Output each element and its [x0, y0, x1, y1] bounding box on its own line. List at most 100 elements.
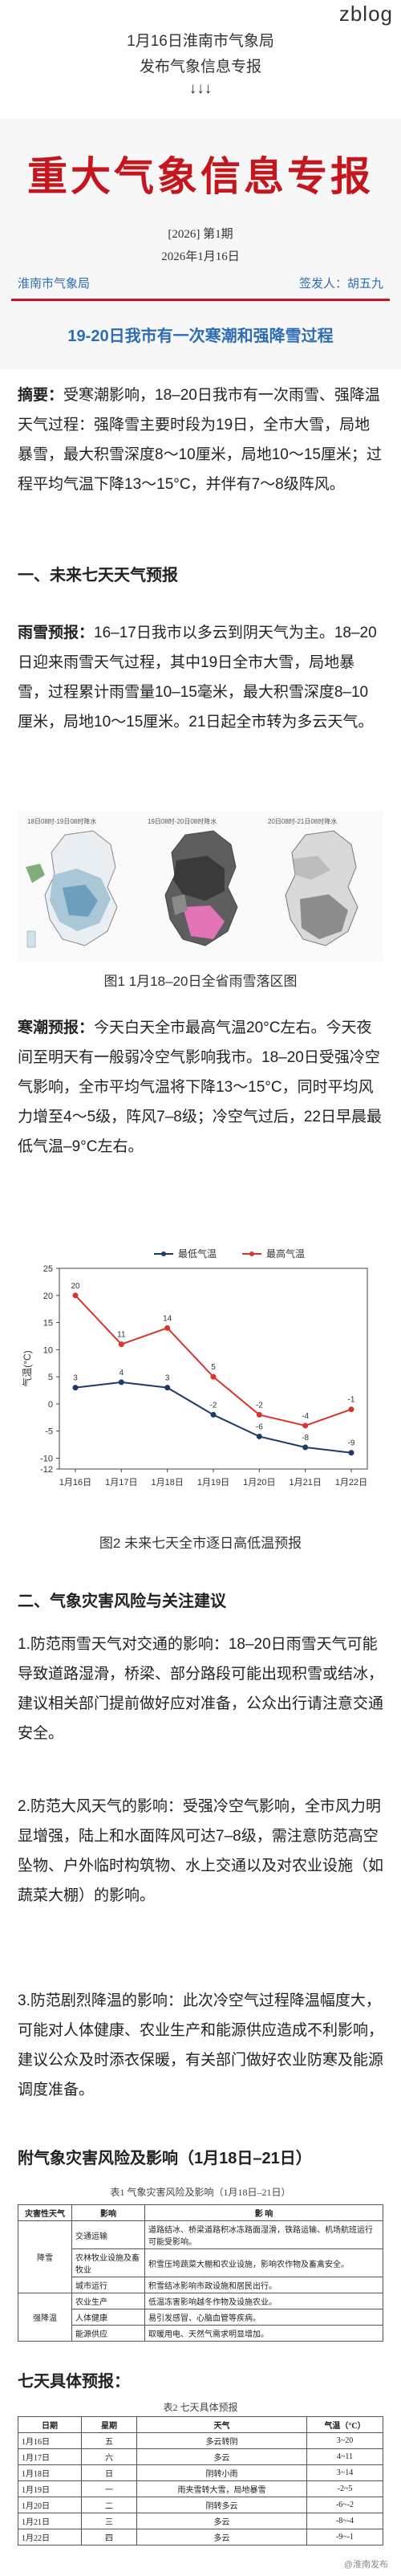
document-signer: 签发人：胡五九 [298, 278, 383, 291]
data-label: 5 [211, 1363, 216, 1372]
table-row: 1月22日四多云 -9~-1 [18, 2529, 383, 2545]
forecast-weather: 多云 [136, 2513, 307, 2529]
precip-maps: 18日08时-19日08时降水 19日08时-20日08时降水 20日08时-2… [18, 811, 383, 962]
advice-item-2: 2.防范大风天气的影响：受强冷空气影响，全市风力明显增强，陆上和水面阵风可达7–… [18, 1798, 384, 1904]
table-row: 1月21日三多云 -8~-4 [18, 2513, 383, 2529]
forecast-date: 1月20日 [18, 2497, 82, 2513]
figure-2-caption: 图2 未来七天全市逐日高低温预报 [99, 1536, 302, 1551]
header-line-1: 1月16日淮南市气象局 [127, 33, 274, 50]
forecast-weather: 多云 [136, 2448, 307, 2465]
forecast-temp: 4~11 [306, 2448, 383, 2465]
document-issue: [2026] 第1期 [168, 228, 233, 241]
x-tick-label: 1月17日 [105, 1478, 137, 1487]
data-label: -2 [256, 1401, 263, 1410]
forecast-temp: -6~-2 [306, 2497, 383, 2513]
map-panel-3-title: 20日08时-21日08时降水 [268, 818, 338, 825]
forecast-date: 1月18日 [18, 2464, 82, 2481]
data-point [210, 1411, 217, 1418]
desc-cell: 积雪结冰影响市政设施和居民出行。 [144, 2277, 383, 2293]
x-tick-label: 1月21日 [289, 1478, 321, 1487]
forecast-date: 1月22日 [18, 2529, 82, 2545]
data-label: 20 [71, 1282, 80, 1291]
y-tick-label: 5 [48, 1373, 53, 1382]
x-tick-label: 1月22日 [335, 1478, 367, 1487]
table-1-caption: 表1 气象灾害风险及影响（1月18日–21日） [110, 2187, 291, 2198]
impact-cell: 能源供应 [71, 2325, 145, 2342]
y-tick-label: 0 [48, 1400, 53, 1410]
data-point [302, 1422, 309, 1429]
forecast-header: 天气 [136, 2416, 307, 2433]
site-logo: zblog [338, 2, 393, 26]
desc-cell: 取暖用电、天然气需求明显增加。 [144, 2325, 383, 2342]
hazard-table: 灾害性天气 影响 影 响 降雪 交通运输 道路结冰、桥梁道路积冰冻路面湿滑，铁路… [18, 2204, 383, 2342]
hazard-cell: 降雪 [18, 2220, 72, 2293]
forecast-date: 1月19日 [18, 2480, 82, 2497]
document-title: 重大气象信息专报 [27, 154, 374, 199]
table-row: 1月17日六多云 4~11 [18, 2448, 383, 2465]
header-line-2: 发布气象信息专报 [139, 59, 261, 75]
impact-cell: 城市运行 [71, 2277, 145, 2293]
y-tick-label: -10 [40, 1454, 53, 1463]
forecast-date: 1月17日 [18, 2448, 82, 2465]
rain-text: 16–17日我市以多云到阴天气为主。18–20日迎来雨雪天气过程，其中19日全市… [18, 625, 377, 730]
forecast-weather: 雨夹雪转大雪，局地暴雪 [136, 2480, 307, 2497]
table-row: 能源供应 取暖用电、天然气需求明显增加。 [18, 2325, 383, 2342]
x-tick-label: 1月19日 [197, 1478, 229, 1487]
desc-cell: 低温冻害影响越冬作物及设施农业。 [144, 2293, 383, 2309]
data-label: 3 [165, 1374, 170, 1383]
summary-paragraph: 摘要：受寒潮影响，18–20日我市有一次雨雪、强降温天气过程：强降雪主要时段为1… [18, 380, 383, 499]
table-2-caption: 表2 七天具体预报 [163, 2402, 238, 2413]
rain-label: 雨雪预报： [18, 625, 95, 641]
forecast-weekday: 一 [81, 2480, 137, 2497]
summary-label: 摘要： [18, 387, 64, 404]
table-row: 强降温 农业生产 低温冻害影响越冬作物及设施农业。 [18, 2293, 383, 2342]
advice-item-1: 1.防范雨雪天气对交通的影响：18–20日雨雪天气可能导致道路湿滑，桥梁、部分路… [18, 1636, 384, 1742]
y-tick-label: 20 [43, 1292, 53, 1301]
data-label: -1 [348, 1396, 355, 1405]
data-point [164, 1325, 171, 1331]
data-point [348, 1406, 354, 1413]
forecast-temp: -2~5 [306, 2480, 383, 2497]
data-label: -9 [348, 1439, 355, 1448]
data-point [256, 1411, 262, 1418]
forecast-weather: 阴转多云 [136, 2497, 307, 2513]
forecast-weekday: 四 [81, 2529, 137, 2545]
data-point [256, 1433, 262, 1439]
appendix-title: 附气象灾害风险及影响（1月18日–21日） [18, 2150, 312, 2167]
hazard-table-header: 影 响 [144, 2204, 383, 2221]
document-org: 淮南市气象局 [18, 278, 91, 291]
map-panel-2-title: 19日08时-20日08时降水 [148, 818, 217, 825]
document-date: 2026年1月16日 [161, 250, 240, 263]
y-tick-label: 15 [43, 1319, 53, 1329]
hazard-table-header: 灾害性天气 [18, 2204, 72, 2221]
y-tick-label: -5 [45, 1427, 53, 1437]
x-tick-label: 1月20日 [243, 1478, 275, 1487]
legend-label: 最高气温 [266, 1247, 305, 1260]
document-header: 重大气象信息专报 [2026] 第1期 2026年1月16日 淮南市气象局 签发… [0, 119, 401, 369]
forecast-date: 1月16日 [18, 2432, 82, 2449]
temp-text: 今天白天全市最高气温20°C左右。今天夜间至明天有一般弱冷空气影响我市。18–2… [18, 1019, 382, 1155]
data-label: -6 [256, 1422, 263, 1431]
forecast-weather: 阴转小雨 [136, 2464, 307, 2481]
hazard-cell: 强降温 [18, 2293, 72, 2342]
y-tick-label: -12 [40, 1465, 53, 1475]
data-label: -8 [302, 1434, 309, 1443]
forecast-temp: -9~-1 [306, 2529, 383, 2545]
legend-marker [161, 1251, 166, 1256]
data-label: 11 [117, 1331, 126, 1340]
data-point [302, 1444, 309, 1451]
data-label: 4 [119, 1369, 124, 1378]
map-panel-1-title: 18日08时-19日08时降水 [27, 818, 97, 825]
forecast-temp: -8~-4 [306, 2513, 383, 2529]
table-row: 人体健康 易引发感冒、心脑血管等疾病。 [18, 2309, 383, 2326]
impact-cell: 人体健康 [71, 2309, 145, 2326]
data-label: 3 [73, 1374, 78, 1383]
desc-cell: 积雪压垮蔬菜大棚和农业设施，影响农作物及畜禽安全。 [144, 2248, 383, 2277]
y-tick-label: 25 [43, 1264, 53, 1274]
forecast-title: 七天具体预报： [18, 2373, 130, 2391]
data-point [348, 1450, 354, 1456]
legend-marker [249, 1251, 254, 1256]
document-headline: 19-20日我市有一次寒潮和强降雪过程 [67, 328, 334, 345]
temperature-chart-svg: 25 20 15 10 5 0 -5 -10 -12 气温(°C) 1月16日 1月17日 1月18日 1… [21, 1247, 368, 1487]
map-panel-3: 20日08时-21日08时降水 [261, 811, 382, 962]
